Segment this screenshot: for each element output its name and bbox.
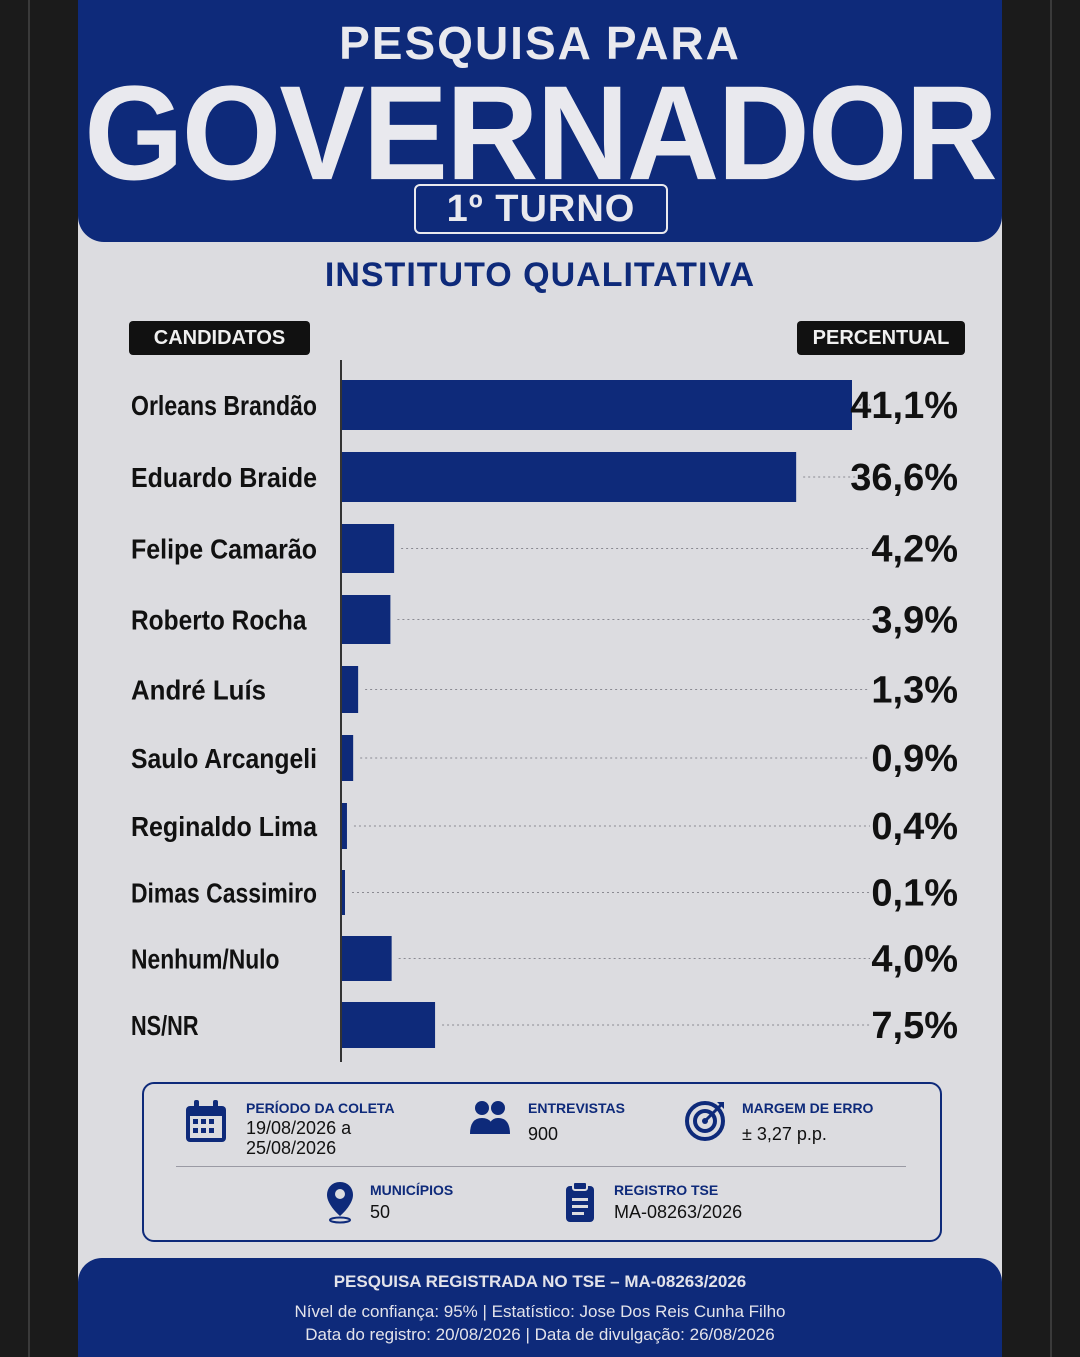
target-icon [685, 1101, 725, 1141]
margin-title: MARGEM DE ERRO [742, 1100, 874, 1116]
value-label: 7,5% [871, 1005, 958, 1047]
location-pin-icon [327, 1182, 353, 1224]
value-label: 41,1% [850, 385, 958, 427]
candidate-label: André Luís [131, 675, 266, 706]
registry-value: MA-08263/2026 [614, 1202, 743, 1222]
left-frame [0, 0, 78, 1357]
candidate-label: Felipe Camarão [131, 534, 317, 565]
candidate-label: NS/NR [131, 1010, 199, 1041]
value-label: 0,4% [871, 806, 958, 848]
info-divider [176, 1166, 906, 1167]
bar-chart: Orleans Brandão 41,1% Eduardo Braide 36,6% F… [131, 360, 958, 1062]
header-banner: PESQUISA PARA GOVERNADOR 1º TURNO [78, 0, 1002, 242]
poll-card: PESQUISA PARA GOVERNADOR 1º TURNO INSTIT… [78, 0, 1002, 1357]
value-label: 1,3% [871, 670, 958, 712]
margin-value: ± 3,27 p.p. [742, 1124, 827, 1144]
period-end: 25/08/2026 [246, 1138, 337, 1158]
value-label: 4,2% [871, 529, 958, 571]
period-start: 19/08/2026 a [246, 1118, 352, 1138]
bar [342, 735, 354, 781]
calendar-icon [186, 1100, 226, 1142]
percent-column-header: PERCENTUAL [797, 321, 965, 355]
value-label: 0,9% [871, 738, 958, 780]
candidate-label: Roberto Rocha [131, 605, 307, 636]
candidate-label: Orleans Brandão [131, 390, 317, 421]
institute-name: INSTITUTO QUALITATIVA [324, 256, 756, 294]
bar [342, 936, 392, 981]
footer-dates-line: Data do registro: 20/08/2026 | Data de d… [305, 1325, 775, 1344]
bar [342, 870, 345, 915]
value-label: 0,1% [871, 873, 958, 915]
interviews-title: ENTREVISTAS [528, 1100, 625, 1116]
bar [342, 666, 359, 713]
interviews-value: 900 [528, 1124, 559, 1144]
registry-title: REGISTRO TSE [614, 1182, 719, 1198]
survey-info-box: PERÍODO DA COLETA 19/08/2026 a 25/08/202… [142, 1082, 942, 1242]
bar [342, 524, 395, 573]
municipalities-value: 50 [370, 1202, 391, 1222]
value-label: 4,0% [871, 939, 958, 981]
value-label: 3,9% [871, 600, 958, 642]
people-icon [470, 1101, 510, 1134]
bar [342, 452, 797, 502]
candidate-label: Nenhum/Nulo [131, 944, 280, 975]
candidates-column-header: CANDIDATOS [129, 321, 310, 355]
header-subtitle: PESQUISA PARA [339, 17, 741, 69]
candidate-label: Dimas Cassimiro [131, 878, 317, 909]
footer-registry-line: PESQUISA REGISTRADA NO TSE – MA-08263/20… [333, 1272, 747, 1291]
footer-confidence-line: Nível de confiança: 95% | Estatístico: J… [294, 1302, 786, 1321]
bar [342, 595, 391, 644]
right-frame [1002, 0, 1080, 1357]
footer-banner: PESQUISA REGISTRADA NO TSE – MA-08263/20… [78, 1258, 1002, 1357]
municipalities-title: MUNICÍPIOS [370, 1182, 454, 1198]
bar [342, 803, 347, 849]
period-title: PERÍODO DA COLETA [246, 1100, 395, 1116]
bar [342, 1002, 436, 1048]
value-label: 36,6% [850, 457, 958, 499]
candidate-label: Eduardo Braide [131, 462, 317, 493]
candidate-label: Saulo Arcangeli [131, 743, 317, 774]
round-badge: 1º TURNO [414, 184, 668, 234]
candidate-label: Reginaldo Lima [131, 811, 317, 842]
clipboard-icon [566, 1181, 594, 1222]
header-title: GOVERNADOR [84, 58, 998, 209]
bar [342, 380, 852, 430]
